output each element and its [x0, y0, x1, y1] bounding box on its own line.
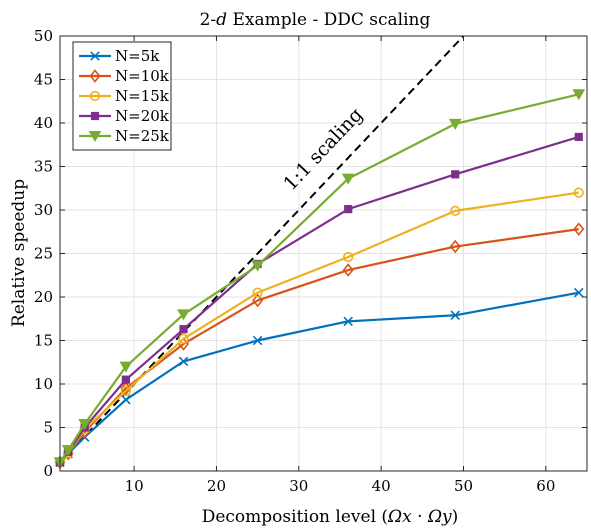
y-tick-label: 20 — [34, 288, 53, 306]
legend-entry: N=15k — [79, 87, 170, 105]
data-point — [177, 309, 190, 321]
data-point — [178, 333, 189, 344]
marker-stroke — [121, 394, 131, 405]
x-tick-label: 50 — [454, 477, 473, 495]
marker-stroke — [573, 287, 584, 298]
x-axis-label: Decomposition level (Ωx · Ωy) — [202, 507, 459, 527]
data-point — [120, 381, 132, 396]
data-point — [573, 187, 584, 198]
legend-label: N=20k — [115, 107, 170, 125]
x-tick-label: 60 — [536, 477, 555, 495]
marker-stroke — [178, 356, 189, 367]
data-point — [78, 419, 92, 431]
data-point — [120, 385, 131, 397]
data-point — [451, 170, 460, 179]
data-point — [252, 335, 263, 346]
marker-stroke — [450, 310, 461, 321]
y-tick-label: 30 — [34, 201, 53, 219]
y-tick-label: 10 — [34, 375, 53, 393]
data-point — [573, 222, 585, 236]
chart-title: 2-d Example - DDC scaling — [200, 10, 431, 30]
data-point — [251, 260, 264, 272]
reference-line-label: 1:1 scaling — [279, 104, 367, 195]
ticks: 10 20 30 40 50 60 0 5 10 15 20 25 30 35 40 45 50 — [34, 27, 587, 495]
series-line — [59, 135, 580, 463]
marker-stroke — [252, 335, 263, 346]
legend-label: N=25k — [115, 127, 170, 145]
data-point — [574, 132, 583, 142]
x-tick-label: 40 — [372, 477, 391, 495]
series-n-20k — [55, 132, 583, 467]
y-axis-label: Relative speedup — [9, 179, 29, 327]
legend-entry: N=25k — [79, 127, 170, 145]
y-tick-label: 45 — [34, 71, 53, 89]
y-tick-label: 50 — [34, 27, 53, 45]
series-n-10k — [54, 222, 585, 470]
data-point — [344, 205, 353, 214]
x-tick-label: 30 — [289, 477, 308, 495]
legend-entry: N=5k — [79, 47, 160, 65]
y-tick-label: 35 — [34, 158, 53, 176]
legend-swatch-marker — [89, 69, 101, 83]
marker-stroke — [90, 51, 100, 61]
data-point — [178, 356, 189, 367]
legend-swatch-marker — [89, 90, 101, 102]
data-point — [448, 118, 462, 130]
legend-entry: N=10k — [79, 67, 170, 85]
x-tick-label: 20 — [207, 477, 226, 495]
data-point — [252, 293, 264, 308]
y-tick-label: 0 — [43, 462, 53, 480]
marker-stroke — [343, 316, 353, 327]
legend: N=5k N=10k N=15k N=20k N=25k — [72, 41, 172, 151]
x-tick-label: 10 — [125, 477, 144, 495]
data-point — [449, 239, 461, 254]
legend-swatch-marker — [90, 111, 100, 121]
data-point — [121, 394, 131, 405]
y-tick-label: 5 — [43, 419, 53, 437]
data-point — [450, 310, 461, 321]
data-point — [573, 287, 584, 298]
series-group — [53, 89, 586, 470]
data-point — [343, 316, 353, 327]
data-point — [342, 263, 354, 277]
data-point — [341, 173, 355, 185]
series-line — [59, 291, 579, 464]
data-point — [61, 445, 75, 457]
data-point — [119, 361, 133, 373]
data-point — [343, 251, 354, 263]
legend-entry: N=20k — [79, 107, 170, 125]
data-point — [252, 287, 263, 298]
series-n-5k — [55, 287, 584, 468]
data-point — [572, 89, 586, 101]
series-n-25k — [53, 89, 586, 469]
data-point — [121, 375, 130, 384]
legend-label: N=10k — [115, 67, 170, 85]
y-tick-label: 15 — [34, 332, 53, 350]
data-point — [179, 325, 188, 334]
legend-label: N=5k — [115, 47, 160, 65]
data-point — [450, 205, 461, 216]
legend-swatch-marker — [90, 51, 100, 61]
y-tick-label: 40 — [34, 114, 53, 132]
y-tick-label: 25 — [34, 245, 53, 263]
legend-swatch-marker — [88, 131, 102, 142]
legend-label: N=15k — [115, 87, 170, 105]
